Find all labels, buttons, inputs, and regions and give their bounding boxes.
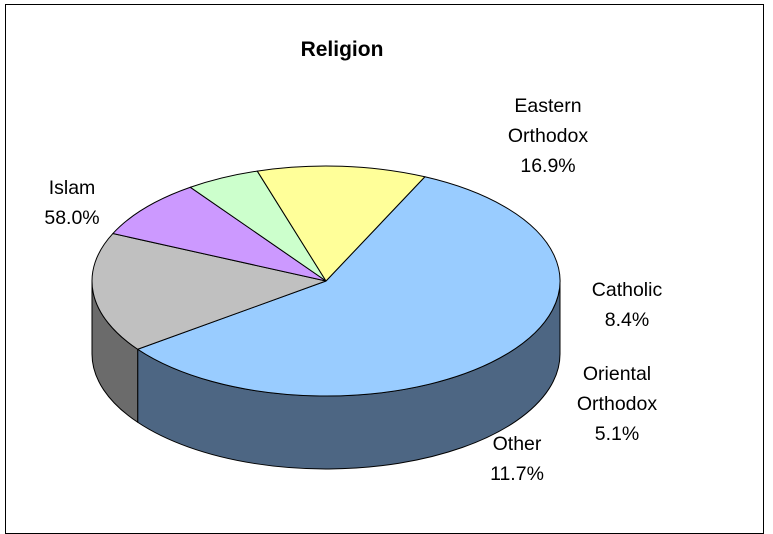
pie-slice-2 (91, 233, 327, 350)
slice-name-label: Islam (49, 177, 96, 199)
slice-name-label: Other (493, 433, 542, 455)
religion-pie-chart: Religion Islam 58.0% Eastern Orthodox 16.9% C… (44, 38, 662, 485)
slice-value-label: 11.7% (490, 463, 544, 485)
slice-label-2: Eastern Orthodox 16.9% (508, 95, 588, 177)
slice-value-label: 58.0% (44, 207, 99, 229)
pie-slice-5 (256, 165, 426, 282)
pie-slices (91, 165, 561, 397)
slice-label-3: Catholic 8.4% (592, 279, 663, 331)
slice-name-label: Orthodox (577, 393, 657, 415)
slice-value-label: 16.9% (520, 155, 575, 177)
slice-name-label: Catholic (592, 279, 663, 301)
slice-name-label: Oriental (583, 363, 651, 385)
slice-name-label: Orthodox (508, 125, 588, 147)
pie-labels: Islam 58.0% Eastern Orthodox 16.9% Catholic 8.… (44, 95, 662, 485)
slice-value-label: 5.1% (595, 423, 639, 445)
slice-label-5: Other 11.7% (490, 433, 544, 485)
slice-label-4: Oriental Orthodox 5.1% (577, 363, 657, 445)
slice-name-label: Eastern (514, 95, 581, 117)
pie-slice-1 (137, 176, 561, 397)
pie-slice-3 (112, 186, 327, 282)
chart-title: Religion (301, 38, 384, 61)
slice-value-label: 8.4% (605, 309, 649, 331)
slice-label-1: Islam 58.0% (44, 177, 99, 229)
